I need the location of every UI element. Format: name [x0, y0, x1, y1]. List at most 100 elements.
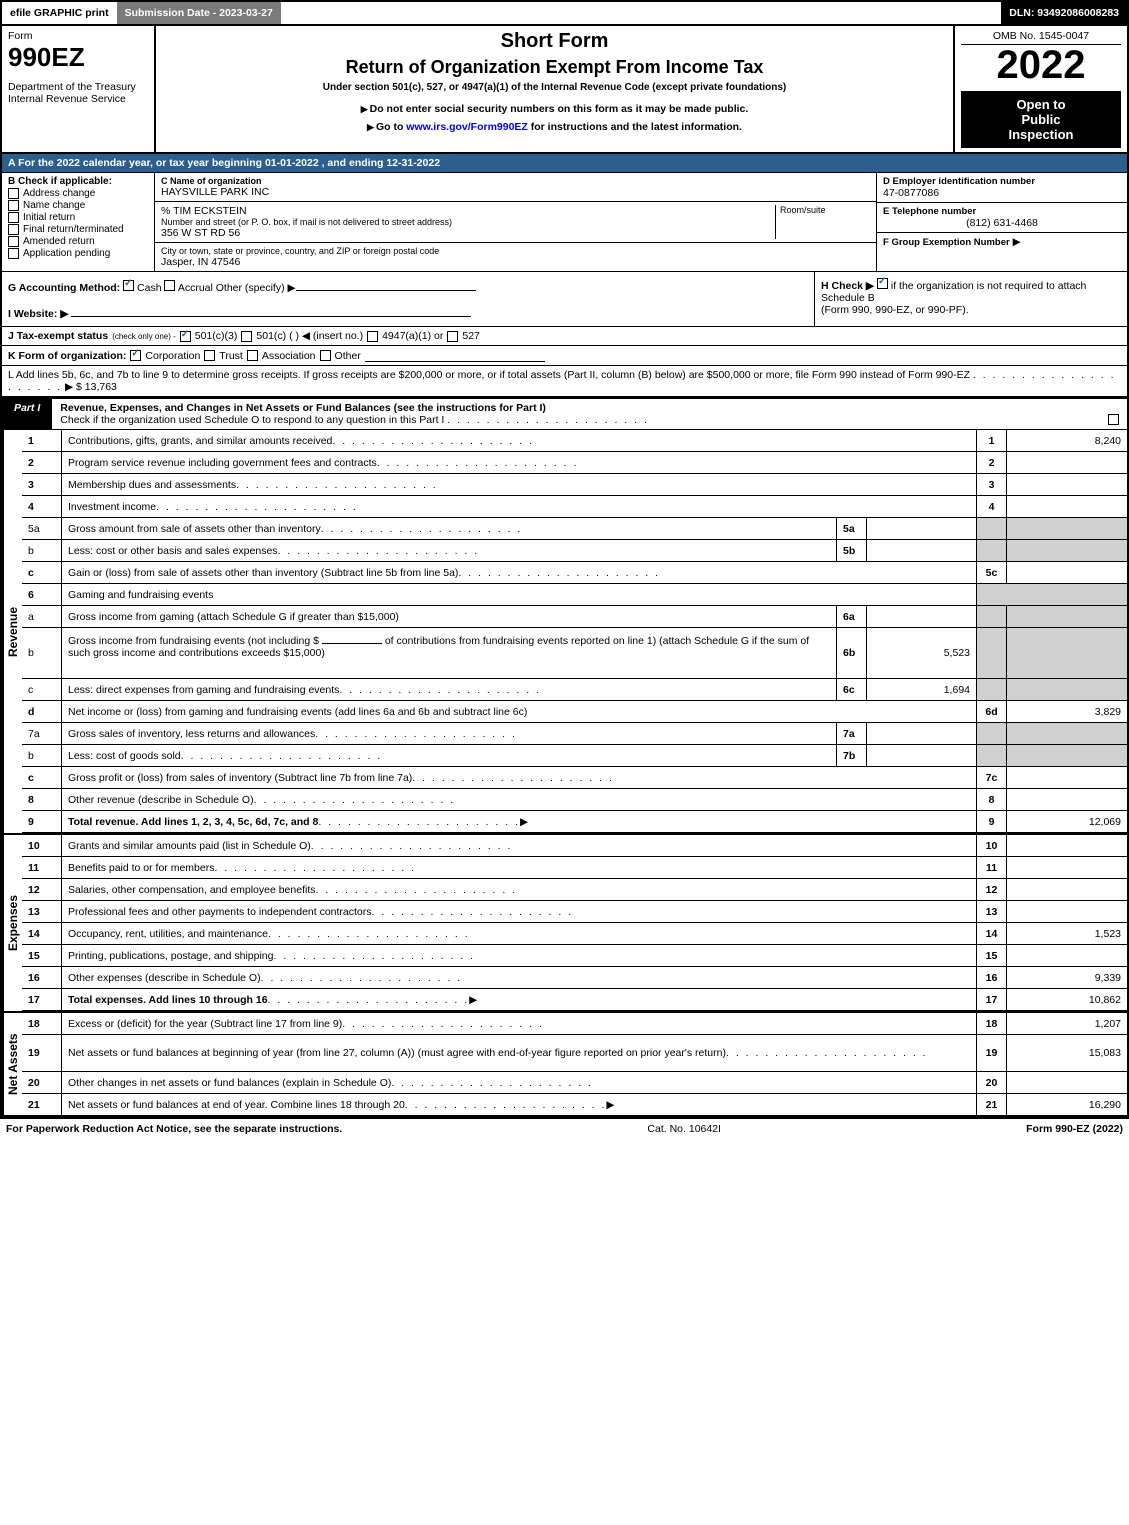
check-initial-return[interactable]: Initial return — [8, 212, 148, 223]
line-6c: cLess: direct expenses from gaming and f… — [22, 679, 1127, 701]
line-9: 9Total revenue. Add lines 1, 2, 3, 4, 5c… — [22, 811, 1127, 833]
group-exemption-row: F Group Exemption Number ▶ — [877, 233, 1127, 251]
check-cash[interactable] — [123, 280, 134, 291]
addr-label: Number and street (or P. O. box, if mail… — [161, 217, 775, 227]
addr-row: % TIM ECKSTEIN Number and street (or P. … — [155, 202, 876, 243]
row-bcd: B Check if applicable: Address change Na… — [2, 173, 1127, 272]
line-12: 12Salaries, other compensation, and empl… — [22, 879, 1127, 901]
form-org-row: K Form of organization: Corporation Trus… — [2, 346, 1127, 366]
c-label: C Name of organization — [161, 176, 870, 186]
website-row: I Website: ▶ — [8, 304, 808, 320]
irs-label: Internal Revenue Service — [8, 93, 148, 105]
line-5a: 5aGross amount from sale of assets other… — [22, 518, 1127, 540]
line-16: 16Other expenses (describe in Schedule O… — [22, 967, 1127, 989]
ein-row: D Employer identification number 47-0877… — [877, 173, 1127, 203]
line-7c: cGross profit or (loss) from sales of in… — [22, 767, 1127, 789]
room-suite-label: Room/suite — [775, 205, 870, 239]
col-de: D Employer identification number 47-0877… — [877, 173, 1127, 271]
submission-date: Submission Date - 2023-03-27 — [117, 2, 281, 24]
header-center: Short Form Return of Organization Exempt… — [156, 26, 953, 152]
irs-link[interactable]: www.irs.gov/Form990EZ — [406, 121, 528, 133]
line-7b: bLess: cost of goods sold 7b — [22, 745, 1127, 767]
line-13: 13Professional fees and other payments t… — [22, 901, 1127, 923]
line-10: 10Grants and similar amounts paid (list … — [22, 835, 1127, 857]
line-19: 19Net assets or fund balances at beginni… — [22, 1035, 1127, 1072]
line-8: 8Other revenue (describe in Schedule O) … — [22, 789, 1127, 811]
line-6: 6Gaming and fundraising events — [22, 584, 1127, 606]
check-501c[interactable] — [241, 331, 252, 342]
f-arrow: ▶ — [1013, 236, 1021, 248]
h-sub: (Form 990, 990-EZ, or 990-PF). — [821, 304, 1121, 316]
footer-left: For Paperwork Reduction Act Notice, see … — [6, 1123, 342, 1135]
col-c: C Name of organization HAYSVILLE PARK IN… — [155, 173, 877, 271]
org-name: HAYSVILLE PARK INC — [161, 186, 870, 198]
line-6b: b Gross income from fundraising events (… — [22, 628, 1127, 679]
header: Form 990EZ Department of the Treasury In… — [2, 26, 1127, 154]
line-5b: bLess: cost or other basis and sales exp… — [22, 540, 1127, 562]
tax-year: 2022 — [961, 45, 1121, 85]
accounting-method: G Accounting Method: Cash Accrual Other … — [8, 278, 808, 294]
check-accrual[interactable] — [164, 280, 175, 291]
line-20: 20Other changes in net assets or fund ba… — [22, 1072, 1127, 1094]
col-b: B Check if applicable: Address change Na… — [2, 173, 155, 271]
part1-check-text: Check if the organization used Schedule … — [60, 414, 444, 426]
check-schedule-b[interactable] — [877, 278, 888, 289]
ssn-warning: Do not enter social security numbers on … — [162, 103, 947, 115]
form-number: 990EZ — [8, 42, 148, 73]
header-right: OMB No. 1545-0047 2022 Open to Public In… — [953, 26, 1127, 152]
care-of: % TIM ECKSTEIN — [161, 205, 775, 217]
col-h: H Check ▶ if the organization is not req… — [815, 272, 1127, 326]
f-label: F Group Exemption Number — [883, 237, 1010, 248]
ein-value: 47-0877086 — [883, 187, 1121, 199]
netassets-side-label: Net Assets — [2, 1013, 22, 1115]
netassets-section: Net Assets 18Excess or (deficit) for the… — [2, 1011, 1127, 1115]
line-l: L Add lines 5b, 6c, and 7b to line 9 to … — [2, 366, 1127, 397]
short-form-title: Short Form — [162, 30, 947, 53]
check-schedule-o[interactable] — [1108, 414, 1119, 425]
expenses-side-label: Expenses — [2, 835, 22, 1011]
org-name-row: C Name of organization HAYSVILLE PARK IN… — [155, 173, 876, 202]
open-public-box: Open to Public Inspection — [961, 91, 1121, 148]
form-body: Form 990EZ Department of the Treasury In… — [0, 26, 1129, 1117]
top-bar: efile GRAPHIC print Submission Date - 20… — [0, 0, 1129, 26]
l-value: 13,763 — [85, 381, 117, 393]
line-1: 1Contributions, gifts, grants, and simil… — [22, 430, 1127, 452]
revenue-section: Revenue 1Contributions, gifts, grants, a… — [2, 430, 1127, 833]
check-amended-return[interactable]: Amended return — [8, 236, 148, 247]
line-5c: cGain or (loss) from sale of assets othe… — [22, 562, 1127, 584]
line-2: 2Program service revenue including gover… — [22, 452, 1127, 474]
line-7a: 7aGross sales of inventory, less returns… — [22, 723, 1127, 745]
dept-treasury: Department of the Treasury — [8, 81, 148, 93]
efile-print-label[interactable]: efile GRAPHIC print — [2, 2, 117, 24]
line-11: 11Benefits paid to or for members 11 — [22, 857, 1127, 879]
check-4947[interactable] — [367, 331, 378, 342]
part1-header: Part I Revenue, Expenses, and Changes in… — [2, 397, 1127, 430]
street-address: 356 W ST RD 56 — [161, 227, 775, 239]
line-21: 21Net assets or fund balances at end of … — [22, 1094, 1127, 1115]
check-trust[interactable] — [204, 350, 215, 361]
goto-line: Go to www.irs.gov/Form990EZ for instruct… — [162, 121, 947, 133]
check-address-change[interactable]: Address change — [8, 188, 148, 199]
check-association[interactable] — [247, 350, 258, 361]
e-label: E Telephone number — [883, 206, 1121, 217]
line-3: 3Membership dues and assessments 3 — [22, 474, 1127, 496]
check-corporation[interactable] — [130, 350, 141, 361]
footer-right: Form 990-EZ (2022) — [1026, 1123, 1123, 1135]
check-527[interactable] — [447, 331, 458, 342]
col-g: G Accounting Method: Cash Accrual Other … — [2, 272, 815, 326]
check-501c3[interactable] — [180, 331, 191, 342]
b-label: B Check if applicable: — [8, 176, 148, 187]
phone-row: E Telephone number (812) 631-4468 — [877, 203, 1127, 233]
line-17: 17Total expenses. Add lines 10 through 1… — [22, 989, 1127, 1011]
phone-value: (812) 631-4468 — [883, 217, 1121, 229]
city-value: Jasper, IN 47546 — [161, 256, 870, 268]
l-arrow: ▶ $ — [65, 381, 82, 393]
city-row: City or town, state or province, country… — [155, 243, 876, 271]
check-application-pending[interactable]: Application pending — [8, 248, 148, 259]
check-other-org[interactable] — [320, 350, 331, 361]
check-name-change[interactable]: Name change — [8, 200, 148, 211]
check-final-return[interactable]: Final return/terminated — [8, 224, 148, 235]
header-left: Form 990EZ Department of the Treasury In… — [2, 26, 156, 152]
line-6a: aGross income from gaming (attach Schedu… — [22, 606, 1127, 628]
revenue-side-label: Revenue — [2, 430, 22, 833]
